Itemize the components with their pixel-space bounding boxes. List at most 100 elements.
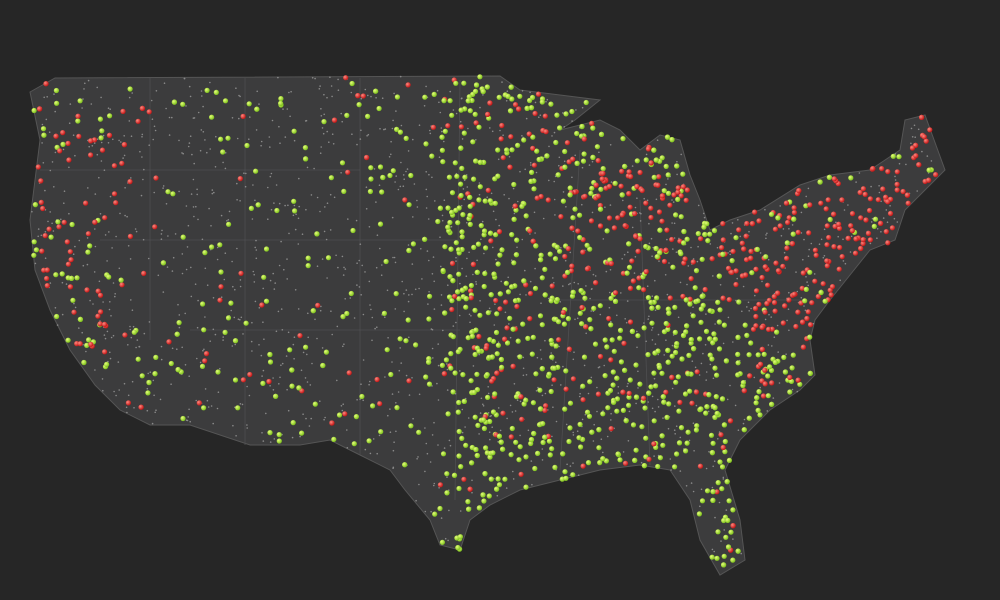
green-dot bbox=[450, 334, 456, 340]
minor-dot bbox=[394, 181, 396, 183]
minor-dot bbox=[316, 196, 319, 199]
red-dot bbox=[682, 256, 688, 262]
green-dot bbox=[787, 389, 793, 395]
red-dot bbox=[562, 273, 568, 279]
minor-dot bbox=[723, 529, 725, 531]
minor-dot bbox=[742, 285, 745, 288]
green-dot bbox=[470, 139, 476, 145]
red-dot bbox=[875, 197, 881, 203]
green-dot bbox=[563, 111, 569, 117]
minor-dot bbox=[455, 112, 458, 115]
green-dot bbox=[481, 498, 487, 504]
minor-dot bbox=[206, 284, 209, 287]
green-dot bbox=[466, 506, 472, 512]
minor-dot bbox=[560, 384, 562, 386]
green-dot bbox=[712, 405, 718, 411]
minor-dot bbox=[280, 308, 283, 310]
minor-dot bbox=[639, 212, 641, 214]
minor-dot bbox=[565, 206, 567, 208]
red-dot bbox=[584, 266, 591, 272]
minor-dot bbox=[508, 156, 511, 158]
minor-dot bbox=[732, 538, 734, 540]
red-dot bbox=[92, 219, 98, 225]
minor-dot bbox=[152, 379, 155, 382]
green-dot bbox=[98, 135, 104, 141]
minor-dot bbox=[182, 152, 184, 155]
green-dot bbox=[617, 457, 623, 463]
red-dot bbox=[569, 263, 575, 269]
red-dot bbox=[512, 102, 519, 108]
green-dot bbox=[682, 391, 689, 397]
red-dot bbox=[648, 160, 654, 166]
minor-dot bbox=[231, 345, 234, 347]
green-dot bbox=[135, 356, 141, 362]
green-dot bbox=[512, 298, 519, 304]
minor-dot bbox=[782, 228, 785, 230]
red-dot bbox=[240, 377, 246, 383]
red-dot bbox=[146, 109, 152, 115]
minor-dot bbox=[320, 115, 323, 117]
minor-dot bbox=[631, 165, 634, 167]
minor-dot bbox=[188, 375, 190, 378]
red-dot bbox=[111, 191, 118, 197]
green-dot bbox=[461, 80, 467, 86]
minor-dot bbox=[531, 483, 533, 486]
minor-dot bbox=[341, 255, 344, 258]
minor-dot bbox=[437, 364, 440, 367]
minor-dot bbox=[722, 478, 725, 480]
minor-dot bbox=[759, 252, 762, 254]
green-dot bbox=[490, 409, 497, 415]
minor-dot bbox=[810, 242, 813, 245]
minor-dot bbox=[512, 187, 515, 190]
minor-dot bbox=[417, 456, 419, 458]
minor-dot bbox=[270, 172, 273, 175]
red-dot bbox=[218, 284, 224, 290]
minor-dot bbox=[569, 251, 572, 254]
green-dot bbox=[626, 264, 633, 270]
red-dot bbox=[580, 249, 586, 255]
red-dot bbox=[121, 142, 127, 148]
red-dot bbox=[862, 191, 868, 197]
red-dot bbox=[733, 268, 739, 274]
green-dot bbox=[546, 438, 553, 444]
green-dot bbox=[534, 148, 540, 154]
minor-dot bbox=[123, 154, 126, 157]
green-dot bbox=[77, 98, 83, 104]
minor-dot bbox=[239, 403, 242, 405]
red-dot bbox=[496, 229, 503, 235]
green-dot bbox=[376, 105, 382, 112]
green-dot bbox=[548, 101, 554, 107]
minor-dot bbox=[548, 145, 550, 148]
green-dot bbox=[537, 406, 544, 412]
minor-dot bbox=[85, 350, 87, 353]
red-dot bbox=[730, 248, 736, 254]
minor-dot bbox=[717, 438, 719, 440]
minor-dot bbox=[44, 231, 47, 233]
red-dot bbox=[671, 192, 677, 198]
red-dot bbox=[675, 189, 681, 195]
minor-dot bbox=[487, 392, 490, 395]
minor-dot bbox=[94, 245, 97, 248]
green-dot bbox=[735, 548, 741, 554]
minor-dot bbox=[420, 248, 422, 250]
green-dot bbox=[165, 189, 171, 195]
minor-dot bbox=[261, 375, 263, 377]
minor-dot bbox=[468, 313, 471, 316]
green-dot bbox=[790, 352, 796, 358]
minor-dot bbox=[219, 367, 221, 370]
red-dot bbox=[824, 258, 830, 264]
green-dot bbox=[209, 244, 215, 250]
green-dot bbox=[53, 272, 59, 278]
red-dot bbox=[771, 294, 777, 300]
green-dot bbox=[523, 213, 529, 219]
green-dot bbox=[104, 361, 110, 367]
green-dot bbox=[604, 228, 610, 234]
red-dot bbox=[777, 223, 783, 229]
minor-dot bbox=[610, 419, 612, 421]
minor-dot bbox=[163, 82, 166, 84]
green-dot bbox=[402, 462, 408, 468]
red-dot bbox=[772, 226, 779, 232]
green-dot bbox=[659, 370, 665, 376]
green-dot bbox=[717, 459, 723, 465]
minor-dot bbox=[635, 402, 637, 405]
